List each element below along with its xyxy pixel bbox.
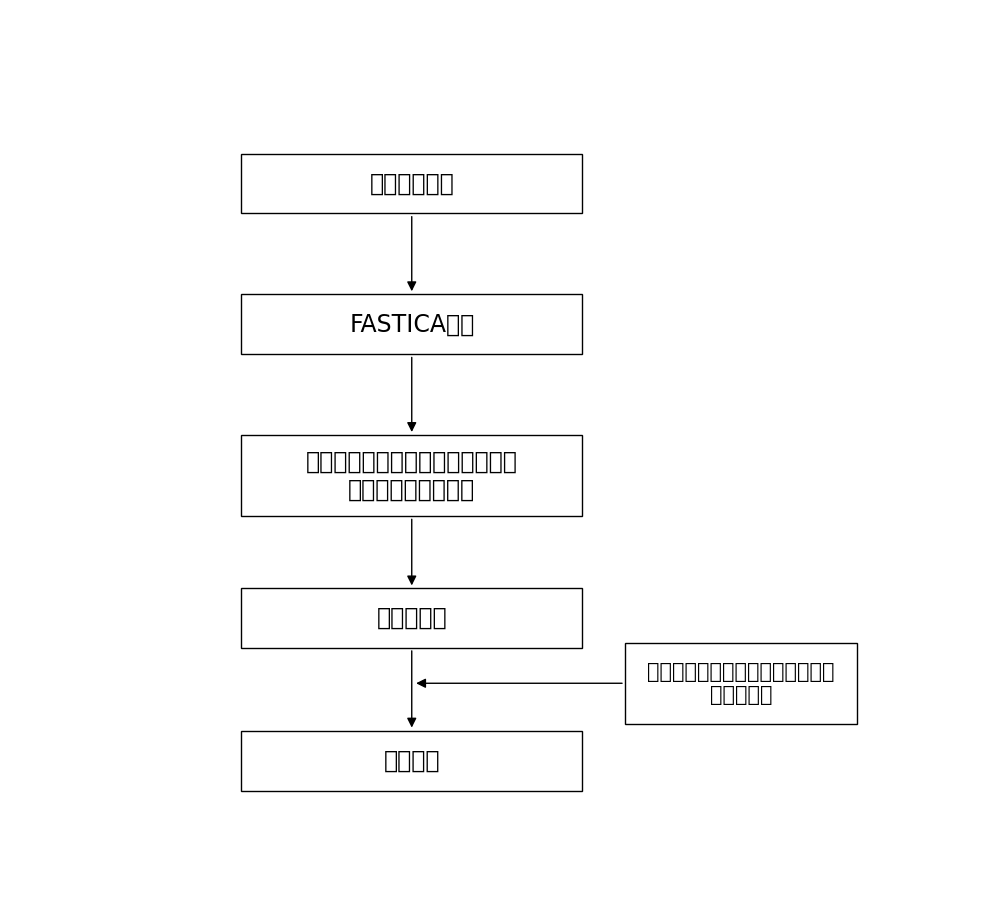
Bar <box>241 154 582 214</box>
Text: FASTICA分离: FASTICA分离 <box>349 313 474 336</box>
Text: 包络谱分析: 包络谱分析 <box>376 606 447 630</box>
Bar <box>241 294 582 355</box>
Text: 将包络谱峰值对应的频率与轴承特
征频率比较: 将包络谱峰值对应的频率与轴承特 征频率比较 <box>647 662 835 705</box>
Bar <box>625 643 857 724</box>
Text: 计算各分离信号的峭度值，筛选含
故障信号的分离信号: 计算各分离信号的峭度值，筛选含 故障信号的分离信号 <box>306 450 518 502</box>
Text: 故障诊断: 故障诊断 <box>384 749 440 772</box>
Bar <box>241 588 582 648</box>
Bar <box>241 731 582 791</box>
Bar <box>241 435 582 516</box>
Text: 测试故障信号: 测试故障信号 <box>369 172 454 196</box>
